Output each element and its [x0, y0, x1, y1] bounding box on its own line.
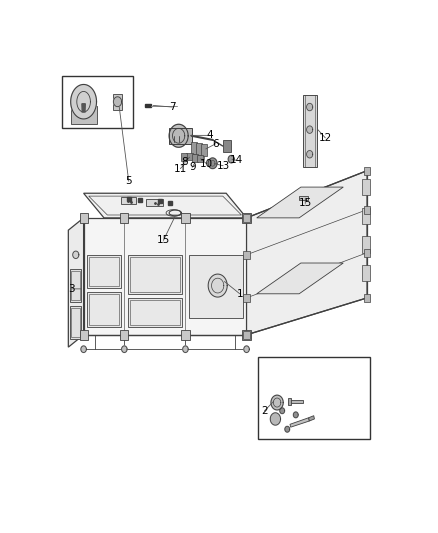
Polygon shape — [173, 128, 185, 143]
Polygon shape — [82, 104, 85, 112]
Polygon shape — [307, 103, 313, 111]
Text: 8: 8 — [181, 157, 188, 167]
Polygon shape — [71, 106, 96, 124]
Polygon shape — [146, 199, 163, 206]
Polygon shape — [121, 197, 136, 204]
Text: 3: 3 — [68, 284, 74, 294]
Polygon shape — [271, 395, 283, 410]
Polygon shape — [362, 265, 371, 281]
Polygon shape — [257, 187, 343, 218]
Polygon shape — [289, 400, 303, 402]
Polygon shape — [122, 346, 127, 352]
Polygon shape — [362, 207, 371, 224]
Polygon shape — [73, 251, 79, 259]
Polygon shape — [288, 398, 291, 405]
Polygon shape — [169, 127, 191, 144]
Polygon shape — [197, 155, 203, 163]
Polygon shape — [145, 104, 152, 108]
Polygon shape — [187, 152, 193, 160]
Text: 1: 1 — [237, 289, 243, 299]
Text: 15: 15 — [299, 198, 312, 208]
Polygon shape — [223, 140, 231, 152]
Polygon shape — [80, 330, 88, 340]
Polygon shape — [70, 306, 81, 339]
Polygon shape — [181, 154, 187, 161]
Polygon shape — [120, 213, 128, 223]
Polygon shape — [293, 412, 298, 418]
Polygon shape — [87, 292, 121, 327]
Polygon shape — [247, 171, 367, 335]
Polygon shape — [303, 95, 317, 166]
Polygon shape — [364, 166, 371, 175]
Text: 11: 11 — [174, 164, 187, 174]
Polygon shape — [364, 206, 371, 214]
Polygon shape — [68, 218, 84, 347]
Polygon shape — [181, 213, 190, 223]
Text: 10: 10 — [200, 159, 213, 168]
Text: 12: 12 — [319, 133, 332, 143]
Polygon shape — [243, 294, 250, 302]
Polygon shape — [208, 158, 217, 168]
Polygon shape — [113, 93, 122, 110]
Polygon shape — [307, 126, 313, 133]
Polygon shape — [243, 213, 251, 223]
Polygon shape — [362, 236, 371, 253]
Polygon shape — [183, 346, 188, 352]
Polygon shape — [244, 346, 249, 352]
Polygon shape — [299, 196, 307, 200]
Polygon shape — [191, 142, 197, 154]
Text: 14: 14 — [230, 156, 243, 165]
Polygon shape — [81, 346, 86, 352]
Polygon shape — [362, 179, 371, 195]
Polygon shape — [80, 213, 88, 223]
Polygon shape — [113, 97, 122, 107]
Text: 2: 2 — [261, 406, 268, 416]
Polygon shape — [71, 85, 96, 119]
Text: 13: 13 — [216, 161, 230, 171]
Polygon shape — [84, 218, 247, 335]
Polygon shape — [243, 330, 250, 339]
Polygon shape — [280, 408, 285, 414]
Polygon shape — [290, 418, 309, 427]
Text: 5: 5 — [125, 176, 132, 187]
Polygon shape — [169, 124, 188, 147]
Polygon shape — [243, 330, 251, 340]
Text: 7: 7 — [169, 102, 176, 112]
Polygon shape — [309, 416, 314, 421]
Polygon shape — [189, 255, 243, 318]
Text: 15: 15 — [157, 236, 170, 245]
Polygon shape — [243, 251, 250, 259]
Polygon shape — [196, 143, 202, 155]
Text: 4: 4 — [207, 131, 214, 140]
FancyBboxPatch shape — [61, 76, 133, 127]
Polygon shape — [128, 298, 182, 327]
Polygon shape — [364, 248, 371, 257]
Polygon shape — [307, 150, 313, 158]
Polygon shape — [208, 274, 227, 297]
Polygon shape — [120, 330, 128, 340]
Polygon shape — [181, 330, 190, 340]
Polygon shape — [270, 413, 280, 425]
Text: 9: 9 — [189, 163, 195, 172]
Polygon shape — [228, 156, 234, 163]
Polygon shape — [191, 154, 198, 161]
Polygon shape — [285, 426, 290, 432]
Polygon shape — [70, 269, 81, 302]
Text: 6: 6 — [212, 139, 219, 149]
Polygon shape — [201, 143, 207, 156]
Polygon shape — [87, 255, 121, 288]
Polygon shape — [128, 255, 182, 294]
Polygon shape — [257, 263, 343, 294]
Polygon shape — [364, 294, 371, 302]
Polygon shape — [84, 193, 247, 218]
FancyBboxPatch shape — [258, 358, 371, 440]
Polygon shape — [243, 214, 250, 222]
